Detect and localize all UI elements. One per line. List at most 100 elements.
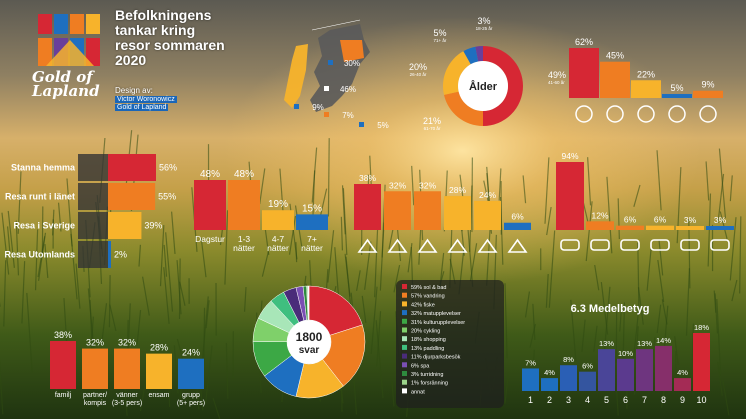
length-bar: [228, 180, 260, 230]
transport-bar: [676, 226, 704, 230]
rating-bar-label: 4%: [544, 368, 555, 377]
accommodation-bar: [474, 200, 501, 230]
rating-bar: [693, 333, 710, 391]
rating-category-label: 7: [642, 395, 647, 405]
rating-category-label: 10: [696, 395, 706, 405]
age-slice: [483, 46, 523, 126]
car-icon: [560, 239, 580, 251]
destination-category-label: Resa i Sverige: [13, 221, 75, 231]
legend-label: 13% paddling: [411, 346, 444, 352]
legend-label: 20% cykling: [411, 329, 440, 335]
rings-icon: [575, 105, 593, 123]
accommodation-bar-label: 6%: [511, 212, 524, 222]
companions-bar-label: 28%: [150, 343, 168, 353]
region-value-label: 7%: [342, 111, 354, 120]
company-bar: [600, 61, 630, 98]
logo-icon: [38, 14, 100, 66]
rating-bar: [674, 378, 691, 391]
transport-bar-label: 6%: [624, 215, 637, 225]
destination-photo: [78, 212, 108, 239]
boat-icon: [620, 239, 640, 251]
transport-bar-label: 12%: [591, 210, 608, 220]
companions-bar-chart: 38% familj 32% partner/kompis 32% vänner(3-5 …: [50, 330, 205, 407]
destination-photo: [78, 183, 108, 210]
companions-category-label: (5+ pers): [177, 400, 205, 407]
transport-bar: [706, 226, 734, 230]
rating-bar-label: 10%: [618, 349, 633, 358]
rating-bar: [655, 345, 672, 391]
companions-bar-label: 32%: [118, 338, 136, 348]
destination-bar: [108, 183, 156, 210]
transport-bar: [646, 225, 674, 230]
page-title: Befolkningens tankar kring resor sommare…: [115, 7, 225, 68]
companions-category-label: (3-5 pers): [112, 400, 142, 407]
design-label: Design av:: [115, 86, 153, 95]
plane-icon: [710, 239, 730, 251]
region-marker: [328, 60, 333, 65]
region-shape: [310, 24, 370, 112]
accommodation-bar: [504, 222, 531, 230]
age-slice-sublabel: 26-40 år: [410, 71, 427, 77]
activities-center-label: svar: [299, 345, 320, 356]
legend-swatch: [402, 327, 407, 333]
legend-label: 57% vandring: [411, 294, 445, 300]
transport-bar-label: 3%: [684, 215, 697, 225]
region-marker: [324, 86, 329, 91]
destination-bar-chart: Stanna hemma 56% Resa runt i länet 55% Resa …: [4, 154, 177, 268]
tent-icon: [417, 238, 438, 253]
length-bar: [262, 210, 294, 230]
company-bar-label: 62%: [575, 37, 593, 47]
rating-bar-chart: 6.3 Medelbetyg7%14%28%36%413%510%613%714…: [522, 303, 710, 405]
legend-label: 42% fiske: [411, 302, 435, 308]
destination-value-label: 2%: [114, 250, 127, 260]
age-slice-sublabel: 18-25 år: [476, 25, 493, 31]
region-value-label: 9%: [312, 103, 324, 112]
destination-value-label: 39%: [144, 221, 162, 231]
companions-category-label: partner/: [83, 392, 107, 399]
companions-bar-label: 38%: [54, 330, 72, 340]
length-category-label: nätter: [267, 243, 289, 253]
legend-label: 18% shopping: [411, 337, 446, 343]
legend-label: 1% forsränning: [411, 381, 448, 387]
destination-category-label: Resa Utomlands: [4, 250, 75, 260]
companions-bar-label: 24%: [182, 348, 200, 358]
region-value-label: 30%: [344, 59, 360, 68]
legend-label: 11% djurparksbesök: [411, 355, 461, 361]
destination-bar: [108, 212, 142, 239]
legend-swatch: [402, 310, 407, 316]
caravan-icon: [447, 238, 468, 253]
length-category-label: nätter: [301, 243, 323, 253]
designer-name: Victor Woronowicz: [115, 96, 177, 103]
rating-bar: [579, 371, 596, 391]
train-icon: [650, 239, 670, 251]
organization-name: Gold of Lapland: [115, 104, 169, 111]
company-bar-label: 22%: [637, 69, 655, 79]
length-bar-label: 15%: [302, 203, 322, 214]
rating-category-label: 5: [604, 395, 609, 405]
length-category-label: nätter: [233, 243, 255, 253]
company-bar-chart: 62% 45% 22% 5% 9%: [569, 37, 723, 123]
family-icon: [637, 105, 655, 123]
companions-bar-label: 32%: [86, 338, 104, 348]
accommodation-bar-label: 24%: [479, 190, 496, 200]
rating-bar: [617, 358, 634, 391]
length-category-label: 1-3: [238, 234, 251, 244]
house-icon: [387, 238, 408, 253]
company-bar: [662, 93, 692, 98]
companions-category-label: grupp: [182, 392, 200, 399]
region-marker: [324, 112, 329, 117]
companions-category-label: kompis: [84, 400, 107, 407]
accommodation-bar: [384, 191, 411, 230]
length-bar-label: 48%: [234, 169, 254, 180]
accommodation-bar-label: 38%: [359, 173, 376, 183]
bus-icon: [680, 239, 700, 251]
age-slice: [444, 91, 483, 126]
legend-label: 6% spa: [411, 363, 430, 369]
accommodation-bar: [354, 184, 381, 230]
age-donut-chart: Ålder 49%41-60 år 21%61-70 år 20%26-40 år 5%…: [409, 16, 566, 131]
legend-swatch: [402, 336, 407, 342]
legend-swatch: [402, 318, 407, 324]
age-slice: [475, 46, 483, 62]
length-category-label: Dagstur: [195, 234, 225, 244]
age-slice-label: 3%: [477, 16, 490, 26]
